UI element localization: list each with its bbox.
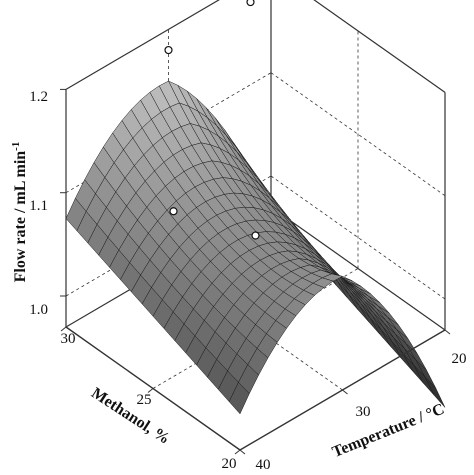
box-edge xyxy=(65,0,220,90)
plot-box-front xyxy=(60,88,451,455)
data-point xyxy=(251,231,260,240)
temperature-tick-label: 30 xyxy=(356,404,371,420)
temperature-tick-mark xyxy=(239,449,246,455)
methanol-tick-label: 30 xyxy=(61,331,76,347)
z-tick-label: 1.2 xyxy=(29,89,48,105)
temperature-axis-title: Temperature / °C xyxy=(330,401,447,461)
methanol-tick-label: 20 xyxy=(222,456,237,472)
data-points xyxy=(164,0,260,240)
response-surface xyxy=(65,80,446,415)
temperature-tick-mark xyxy=(342,389,348,395)
data-point xyxy=(246,0,255,7)
methanol-tick-mark xyxy=(60,326,67,332)
temperature-tick-label: 40 xyxy=(256,457,271,473)
z-tick-label: 1.1 xyxy=(29,198,48,214)
methanol-tick-label: 25 xyxy=(137,392,152,408)
box-edge xyxy=(313,0,446,93)
z-axis-title: Flow rate / mL min-1 xyxy=(10,142,29,283)
temperature-tick-mark xyxy=(444,329,451,335)
data-point xyxy=(164,45,173,55)
z-tick-label: 1.0 xyxy=(29,302,48,318)
methanol-tick-mark xyxy=(147,388,154,393)
surface-patch xyxy=(228,381,250,415)
methanol-tick-mark xyxy=(234,449,241,455)
data-point xyxy=(169,207,178,216)
temperature-tick-label: 20 xyxy=(452,351,467,367)
